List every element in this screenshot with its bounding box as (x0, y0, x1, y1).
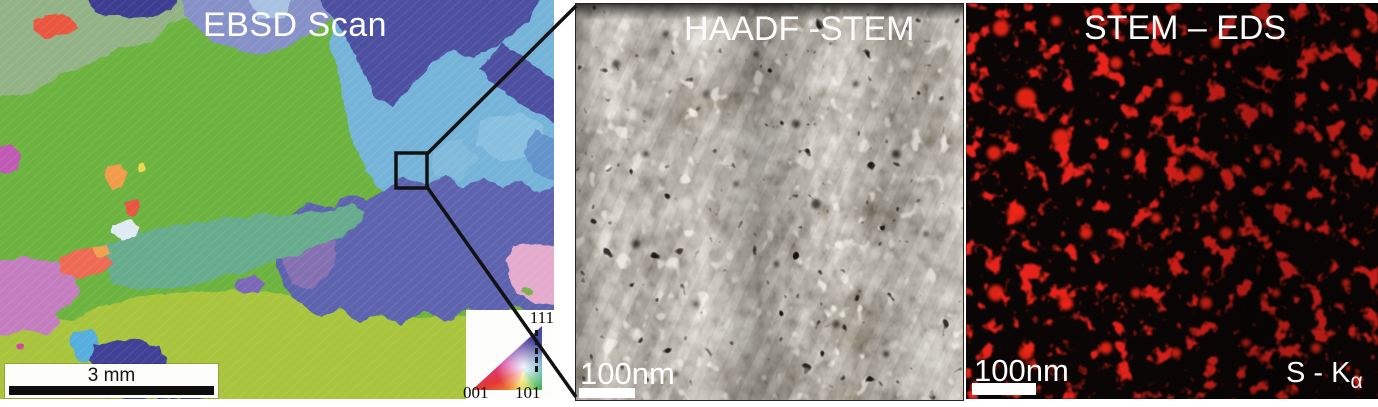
ebsd-scale-bar-label: 3 mm (87, 365, 136, 386)
haadf-shading-overlay (576, 4, 963, 400)
ipf-label-111: 111 (529, 308, 554, 327)
stem-eds-panel: STEM – EDS 100nm S - Kα (966, 3, 1378, 399)
haadf-scale-bar-label: 100nm (580, 356, 675, 391)
ebsd-panel: EBSD Scan 3 mm 111 001 101 (0, 0, 554, 399)
eds-map (966, 3, 1378, 399)
ipf-triangle (472, 326, 542, 390)
haadf-scale-bar-line (579, 388, 635, 398)
eds-scale-bar-line (972, 383, 1036, 395)
eds-panel-title: STEM – EDS (1084, 9, 1287, 47)
ebsd-scale-bar-line (9, 386, 214, 395)
haadf-micrograph (576, 4, 963, 400)
ipf-dashed-tickline (535, 330, 538, 372)
haadf-stem-panel: HAADF -STEM 100nm (575, 3, 964, 401)
haadf-top-edge-shadow (576, 4, 963, 20)
haadf-panel-title: HAADF -STEM (684, 10, 915, 48)
eds-signal-subscript: α (1350, 370, 1363, 393)
ebsd-scale-bar: 3 mm (5, 364, 218, 398)
eds-scale-bar-label: 100nm (974, 353, 1069, 388)
eds-signal-element: S - K (1286, 357, 1351, 389)
haadf-streaks-overlay (576, 4, 963, 400)
ipf-color-triangle-legend: 111 001 101 (463, 308, 554, 399)
eds-signal-label: S - Kα (1286, 357, 1363, 394)
ebsd-panel-title: EBSD Scan (203, 6, 388, 44)
eds-density-shade-overlay (966, 3, 1378, 399)
ipf-label-001: 001 (463, 383, 489, 399)
ipf-label-101: 101 (515, 383, 541, 399)
